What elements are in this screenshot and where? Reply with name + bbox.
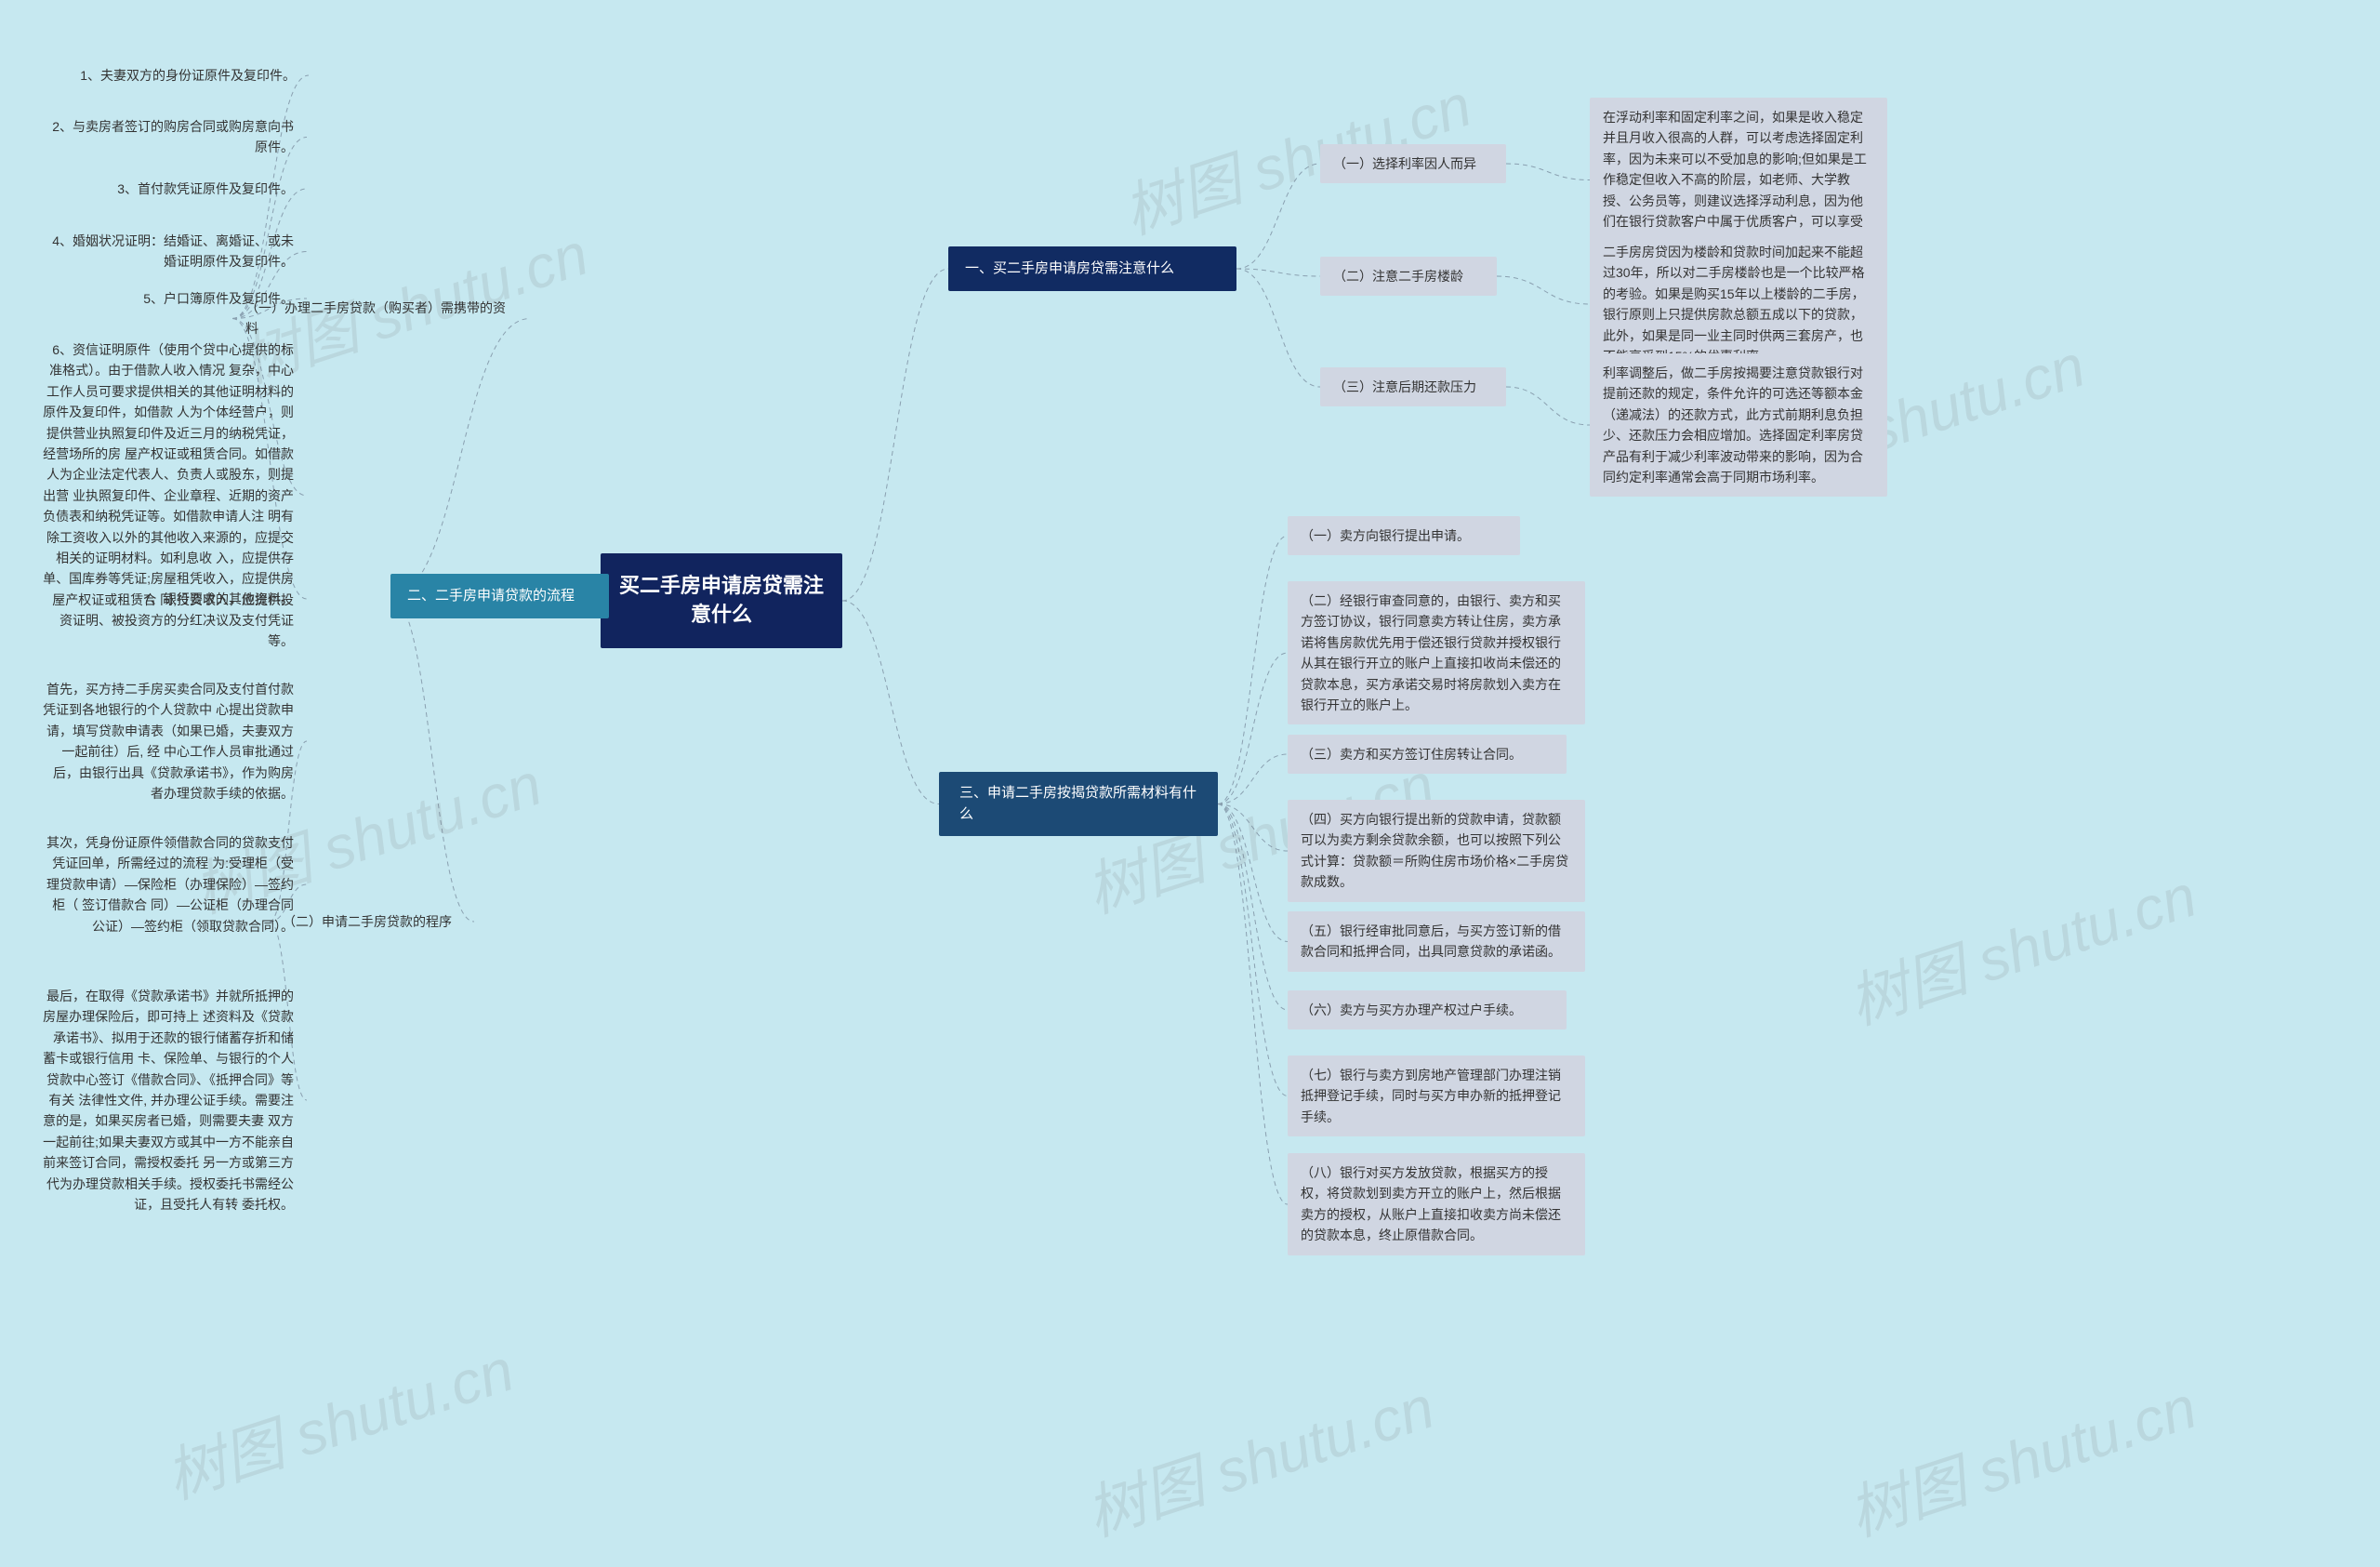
watermark: 树图 shutu.cn [1074,1360,1443,1552]
node-b2b1: 首先，买方持二手房买卖合同及支付首付款凭证到各地银行的个人贷款中 心提出贷款申请… [28,670,307,813]
node-b3h: （八）银行对买方发放贷款，根据买方的授权，将贷款划到卖方开立的账户上，然后根据卖… [1288,1153,1585,1255]
node-b2: 二、二手房申请贷款的流程 [390,574,609,618]
node-b2b2: 其次，凭身份证原件领借款合同的贷款支付凭证回单，所需经过的流程 为:受理柜（受理… [28,823,307,946]
watermark: 树图 shutu.cn [153,1322,522,1515]
node-b2a5: 5、户口簿原件及复印件。 [112,279,307,318]
node-b3d: （四）买方向银行提出新的贷款申请，贷款额可以为卖方剩余贷款余额，也可以按照下列公… [1288,800,1585,902]
node-b3g: （七）银行与卖方到房地产管理部门办理注销抵押登记手续，同时与买方申办新的抵押登记… [1288,1056,1585,1136]
node-b2a4: 4、婚姻状况证明：结婚证、离婚证、或未婚证明原件及复印件。 [28,221,307,282]
watermark: 树图 shutu.cn [1836,848,2205,1041]
node-b3f: （六）卖方与买方办理产权过户手续。 [1288,990,1567,1029]
watermark: 树图 shutu.cn [1836,1360,2205,1552]
node-b2a2: 2、与卖房者签订的购房合同或购房意向书原件。 [28,107,307,167]
node-b1b: （二）注意二手房楼龄 [1320,257,1497,296]
node-b2a3: 3、首付款凭证原件及复印件。 [84,169,307,208]
node-b1c: （三）注意后期还款压力 [1320,367,1506,406]
node-b2a1: 1、夫妻双方的身份证原件及复印件。 [58,56,309,95]
node-b3b: （二）经银行审查同意的，由银行、卖方和买方签订协议，银行同意卖方转让住房，卖方承… [1288,581,1585,724]
node-b2a7: 7、银行要求的其他资料。 [112,579,307,618]
node-b3: 三、申请二手房按揭贷款所需材料有什么 [939,772,1218,836]
mindmap-canvas: 树图 shutu.cn 树图 shutu.cn 树图 shutu.cn 树图 shut… [0,0,2380,1567]
node-b1a: （一）选择利率因人而异 [1320,144,1506,183]
node-n0: 买二手房申请房贷需注意什么 [601,553,842,648]
node-b3c: （三）卖方和买方签订住房转让合同。 [1288,735,1567,774]
node-b1c1: 利率调整后，做二手房按揭要注意贷款银行对提前还款的规定，条件允许的可选还等额本金… [1590,353,1887,497]
node-b1: 一、买二手房申请房贷需注意什么 [948,246,1236,291]
node-b3a: （一）卖方向银行提出申请。 [1288,516,1520,555]
node-b3e: （五）银行经审批同意后，与买方签订新的借款合同和抵押合同，出具同意贷款的承诺函。 [1288,911,1585,972]
node-b2b3: 最后，在取得《贷款承诺书》并就所抵押的房屋办理保险后，即可持上 述资料及《贷款承… [28,976,307,1224]
